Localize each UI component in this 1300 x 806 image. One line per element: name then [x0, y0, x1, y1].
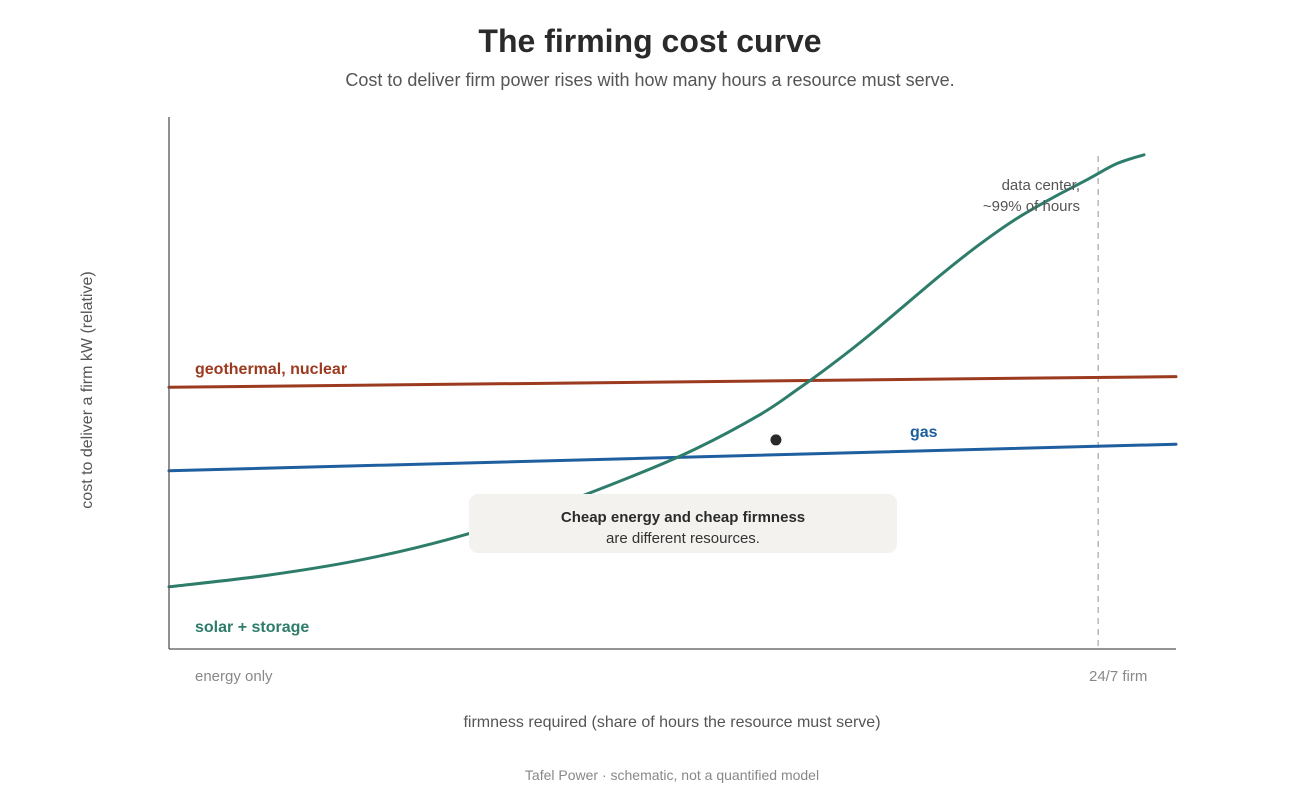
series-label-gas: gas: [910, 424, 938, 441]
series-label-solar-storage: solar + storage: [195, 619, 309, 636]
chart-title: The firming cost curve: [478, 23, 821, 59]
series-line-solar-storage: [167, 153, 1146, 589]
source-note: Tafel Power · schematic, not a quantifie…: [525, 767, 819, 783]
x-tick-label-24-7-firm: 24/7 firm: [1089, 668, 1147, 685]
series-line-geothermal-nuclear: [167, 375, 1178, 389]
callout-text: are different resources.: [606, 530, 760, 547]
y-axis-title: cost to deliver a firm kW (relative): [79, 271, 96, 508]
series-line-gas: [167, 442, 1178, 473]
callout-box: [469, 494, 897, 553]
reference-line-label-2: ~99% of hours: [983, 198, 1080, 215]
chart-subtitle: Cost to deliver firm power rises with ho…: [345, 70, 954, 90]
plot-area: [167, 117, 1178, 650]
series-label-geothermal-nuclear: geothermal, nuclear: [195, 361, 347, 378]
reference-line-label-1: data center,: [1002, 177, 1080, 194]
x-tick-label-energy-only: energy only: [195, 668, 273, 685]
callout-title: Cheap energy and cheap firmness: [561, 509, 805, 526]
callout: Cheap energy and cheap firmness are diff…: [469, 494, 897, 553]
crossover-marker: [770, 434, 782, 446]
x-axis-title: firmness required (share of hours the re…: [463, 714, 880, 731]
